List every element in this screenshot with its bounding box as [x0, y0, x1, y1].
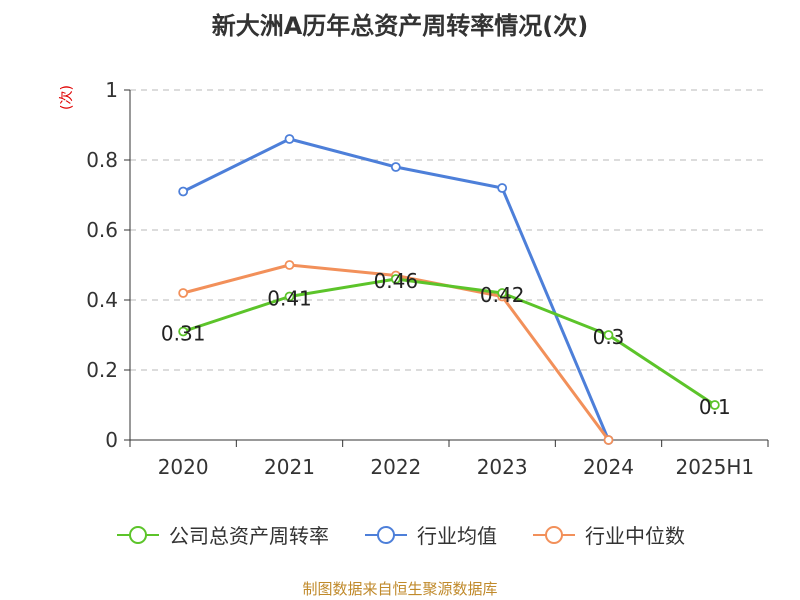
x-tick-label: 2022: [370, 455, 421, 479]
data-point: [709, 400, 720, 410]
y-tick-label: 0: [105, 428, 118, 452]
legend-item: 行业均值: [363, 520, 497, 549]
legend-circle: [129, 525, 147, 544]
data-point: [390, 274, 401, 284]
x-tick-label: 2021: [264, 455, 315, 479]
x-tick-label: 2024: [583, 455, 634, 479]
series-line-0: [182, 277, 716, 407]
legend-item: 公司总资产周转率: [115, 520, 329, 549]
legend-circle: [545, 525, 563, 544]
x-tick-label: 2023: [477, 455, 528, 479]
legend-label: 行业中位数: [585, 524, 685, 548]
legend-marker-icon: [365, 525, 407, 544]
data-label: 0.41: [267, 287, 312, 311]
data-label: 0.3: [593, 325, 625, 349]
data-point: [390, 162, 401, 172]
data-label: 0.42: [480, 283, 525, 307]
legend-marker-icon: [533, 525, 575, 544]
y-tick-label: 0.2: [86, 358, 118, 382]
data-label: 0.1: [699, 395, 731, 419]
data-point: [178, 326, 189, 337]
y-tick-label: 1: [105, 78, 118, 102]
data-point: [284, 260, 295, 270]
data-point: [284, 291, 295, 302]
data-point: [497, 183, 508, 193]
data-point: [603, 330, 614, 340]
series-lines: [178, 134, 720, 445]
data-point: [178, 288, 189, 298]
data-label: 0.31: [161, 322, 206, 346]
legend-label: 行业均值: [417, 524, 497, 548]
data-label: 0.46: [374, 269, 419, 293]
legend-circle: [377, 525, 395, 544]
grid-lines: [130, 89, 768, 371]
y-tick-label: 0.6: [86, 218, 118, 242]
axes: 0 0.2 0.4 0.6 0.8 1 2020 2021 2022 2023 2024 2025H1: [86, 78, 769, 479]
y-axis-unit-label: (次): [59, 85, 75, 110]
chart-title: 新大洲A历年总资产周转率情况(次): [211, 12, 589, 40]
data-point: [178, 186, 189, 197]
x-tick-label: 2020: [158, 455, 209, 479]
x-tick-label: 2025H1: [675, 455, 754, 479]
data-point: [603, 435, 614, 445]
y-tick-label: 0.8: [86, 148, 118, 172]
data-labels: 0.31 0.41 0.46 0.42 0.3 0.1: [161, 269, 731, 419]
legend-item: 行业中位数: [531, 520, 685, 549]
source-note: 制图数据来自恒生聚源数据库: [302, 580, 498, 598]
legend-label: 公司总资产周转率: [169, 524, 329, 548]
legend-marker-icon: [117, 525, 159, 544]
legend: 公司总资产周转率 行业均值 行业中位数: [0, 520, 800, 549]
data-point: [284, 134, 295, 144]
y-tick-label: 0.4: [86, 288, 118, 312]
data-point: [497, 288, 508, 298]
